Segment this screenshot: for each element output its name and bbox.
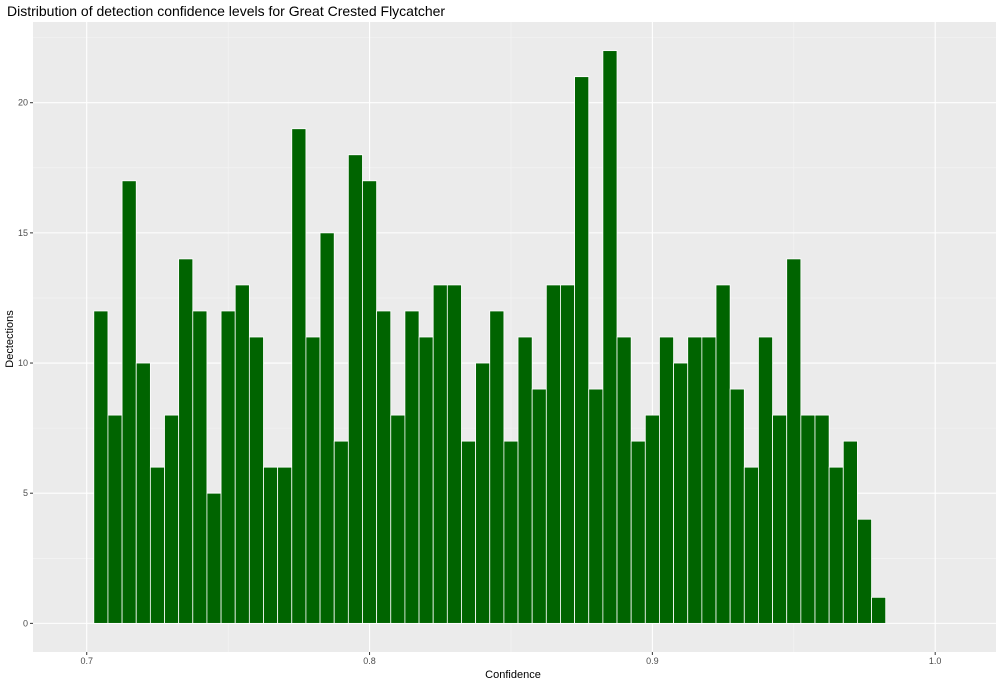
histogram-bar xyxy=(659,336,674,624)
histogram-bar xyxy=(234,284,250,624)
histogram-bar xyxy=(432,284,448,624)
y-axis-title: Dectections xyxy=(4,310,16,368)
histogram-bar xyxy=(135,362,151,624)
y-tick-label: 20 xyxy=(18,98,28,108)
histogram-bar xyxy=(588,388,604,624)
x-tick-label: 0.7 xyxy=(80,656,93,666)
x-tick-label: 0.9 xyxy=(646,656,659,666)
histogram-bar xyxy=(362,180,378,624)
histogram-bar xyxy=(178,258,194,624)
histogram-bar xyxy=(107,414,123,624)
histogram-bar xyxy=(574,76,590,624)
histogram-bar xyxy=(121,180,137,624)
histogram-bar xyxy=(305,336,321,624)
histogram-bar xyxy=(489,310,505,624)
histogram-bar xyxy=(277,466,293,624)
x-axis-ticks: 0.7 0.8 0.9 1.0 xyxy=(80,652,941,666)
y-tick-label: 10 xyxy=(18,358,28,368)
histogram-bar xyxy=(446,284,462,624)
histogram-bar xyxy=(192,310,208,624)
histogram-bar xyxy=(772,414,788,624)
x-tick-label: 1.0 xyxy=(929,656,942,666)
histogram-bar xyxy=(319,232,335,624)
histogram-bar xyxy=(687,336,703,624)
y-axis-ticks: 0 5 10 15 20 xyxy=(18,98,33,628)
histogram-bar xyxy=(404,310,420,624)
histogram-bar xyxy=(673,362,689,624)
x-axis-title: Confidence xyxy=(485,669,541,681)
histogram-bar xyxy=(263,466,279,624)
y-tick-label: 15 xyxy=(18,228,28,238)
histogram-bar xyxy=(560,284,575,624)
histogram-bar xyxy=(630,440,646,624)
histogram-bar xyxy=(93,310,109,624)
histogram-bar xyxy=(729,388,745,624)
histogram-bar xyxy=(503,440,519,624)
histogram-bar xyxy=(333,440,349,624)
histogram-bar xyxy=(164,414,180,624)
histogram-bar xyxy=(758,336,773,624)
histogram-bar xyxy=(248,336,264,624)
histogram-bar xyxy=(871,596,887,624)
histogram-bar xyxy=(715,284,731,624)
y-tick-label: 5 xyxy=(23,488,28,498)
histogram-bar xyxy=(475,362,491,624)
histogram-bar xyxy=(149,466,165,624)
histogram-bar xyxy=(814,414,830,624)
histogram-bar xyxy=(390,414,406,624)
histogram-bar xyxy=(786,258,802,624)
histogram-bar xyxy=(206,492,222,624)
histogram-bar xyxy=(545,284,561,624)
histogram-bar xyxy=(220,310,236,624)
histogram-bar xyxy=(602,50,618,624)
x-tick-label: 0.8 xyxy=(363,656,376,666)
histogram-bar xyxy=(644,414,660,624)
histogram-bar xyxy=(743,466,759,624)
histogram-bar xyxy=(857,518,872,624)
histogram-bar xyxy=(347,154,363,624)
histogram-bar xyxy=(828,466,844,624)
histogram-bar xyxy=(842,440,858,624)
histogram-bar xyxy=(517,336,533,624)
histogram-bar xyxy=(701,336,717,624)
histogram-bar xyxy=(291,128,307,624)
histogram-bar xyxy=(616,336,632,624)
chart-title: Distribution of detection confidence lev… xyxy=(7,3,446,19)
histogram-bar xyxy=(800,414,816,624)
histogram-bar xyxy=(376,310,392,624)
histogram-bar xyxy=(531,388,547,624)
histogram-bar xyxy=(418,336,434,624)
y-tick-label: 0 xyxy=(23,618,28,628)
histogram-bar xyxy=(461,440,477,624)
histogram-bars xyxy=(93,50,887,624)
